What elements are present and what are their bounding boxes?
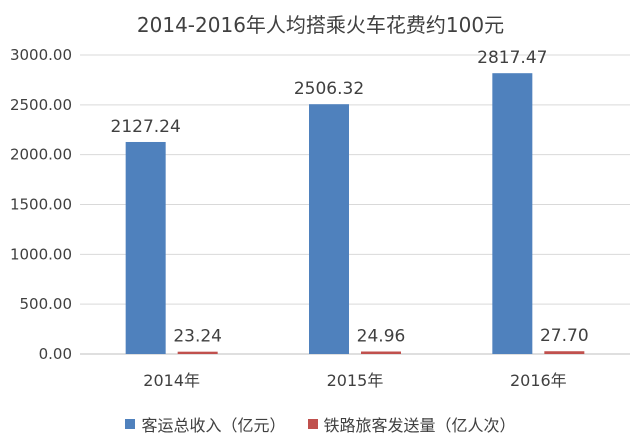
bar [361, 351, 401, 354]
data-label: 24.96 [357, 327, 406, 347]
bar [177, 351, 218, 354]
legend-item-revenue: 客运总收入（亿元） [125, 412, 286, 436]
data-label: 2817.47 [477, 48, 547, 68]
legend: 客运总收入（亿元） 铁路旅客发送量（亿人次） [0, 412, 641, 436]
legend-item-passengers: 铁路旅客发送量（亿人次） [307, 412, 516, 436]
bar [492, 73, 533, 355]
y-tick-label: 3000.00 [10, 46, 72, 64]
chart-title: 2014-2016年人均搭乘火车花费约100元 [136, 13, 505, 37]
data-label: 27.70 [540, 326, 589, 346]
x-tick-label: 2015年 [327, 371, 384, 390]
bar [544, 351, 585, 354]
x-tick-label: 2016年 [510, 371, 567, 390]
legend-label-passengers: 铁路旅客发送量（亿人次） [323, 416, 516, 435]
bar [125, 141, 166, 354]
y-tick-label: 1500.00 [10, 196, 72, 214]
y-tick-label: 0.00 [39, 345, 72, 363]
y-tick-label: 1000.00 [10, 245, 72, 263]
data-label: 2506.32 [294, 79, 364, 99]
data-label: 23.24 [173, 327, 222, 347]
y-tick-label: 2500.00 [10, 96, 72, 114]
y-tick-label: 500.00 [20, 295, 73, 313]
data-label: 2127.24 [111, 117, 181, 137]
legend-swatch-revenue [125, 419, 136, 429]
legend-swatch-passengers [307, 419, 318, 429]
legend-label-revenue: 客运总收入（亿元） [141, 416, 286, 435]
y-tick-label: 2000.00 [10, 146, 72, 164]
x-tick-label: 2014年 [143, 371, 200, 390]
bar [309, 104, 349, 355]
